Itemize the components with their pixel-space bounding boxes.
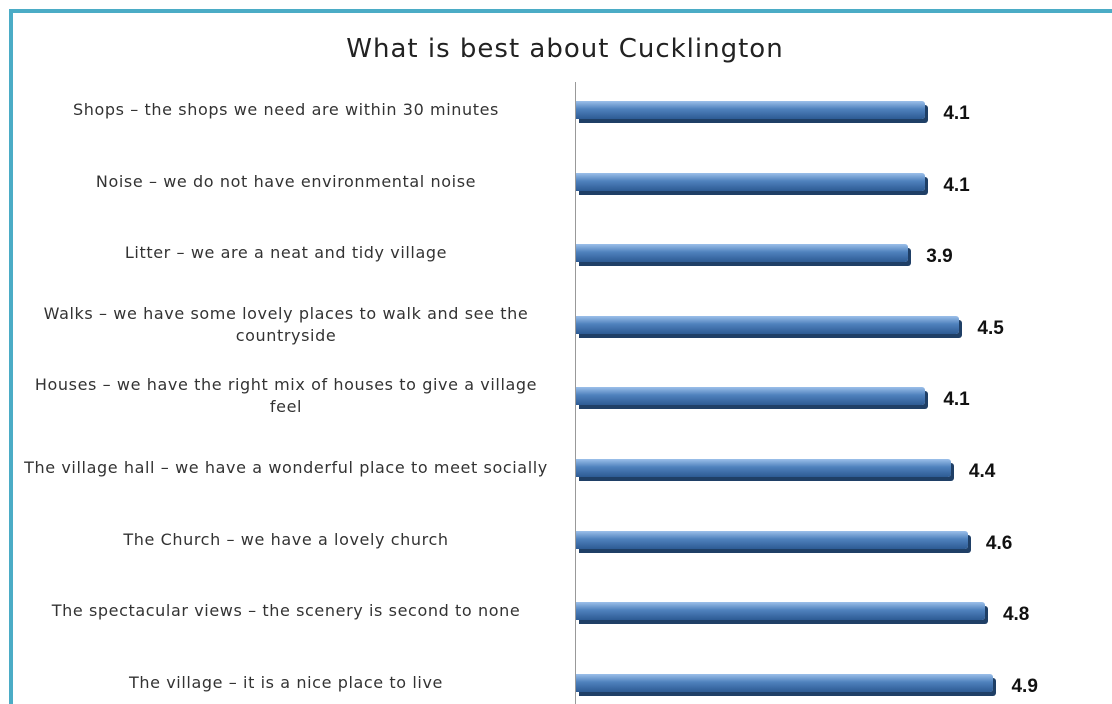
category-label: The village hall – we have a wonderful p… bbox=[24, 458, 548, 477]
bar bbox=[576, 673, 994, 692]
bar bbox=[576, 101, 926, 119]
category-label: The village – it is a nice place to live bbox=[129, 672, 443, 692]
bar bbox=[576, 530, 968, 549]
category-label: Houses – we have the right mix of houses… bbox=[34, 375, 538, 417]
bar bbox=[576, 315, 960, 334]
data-label: 4.1 bbox=[943, 174, 970, 196]
data-label: 4.1 bbox=[943, 103, 970, 124]
category-label: Litter – we are a neat and tidy village bbox=[124, 243, 448, 263]
data-label: 4.6 bbox=[985, 532, 1013, 554]
frame-border bbox=[9, 9, 1112, 704]
category-label: Walks – we have some lovely places to wa… bbox=[43, 303, 529, 345]
bar bbox=[576, 387, 926, 406]
category-label: The Church – we have a lovely church bbox=[123, 529, 449, 549]
category-label: Noise – we do not have environmental noi… bbox=[95, 171, 477, 191]
category-axis bbox=[575, 82, 576, 704]
data-label: 4.4 bbox=[968, 461, 996, 482]
bar bbox=[576, 172, 926, 191]
category-label: Shops – the shops we need are within 30 … bbox=[72, 100, 499, 119]
data-label: 3.9 bbox=[926, 246, 953, 268]
data-label: 4.5 bbox=[977, 317, 1004, 339]
category-label: The spectacular views – the scenery is s… bbox=[51, 601, 521, 621]
data-label: 4.9 bbox=[1011, 675, 1038, 697]
bar bbox=[576, 244, 909, 263]
chart-title: What is best about Cucklington bbox=[346, 34, 784, 64]
bar bbox=[576, 602, 985, 621]
data-label: 4.1 bbox=[943, 389, 970, 411]
data-label: 4.8 bbox=[1002, 604, 1030, 626]
bar bbox=[576, 459, 951, 477]
